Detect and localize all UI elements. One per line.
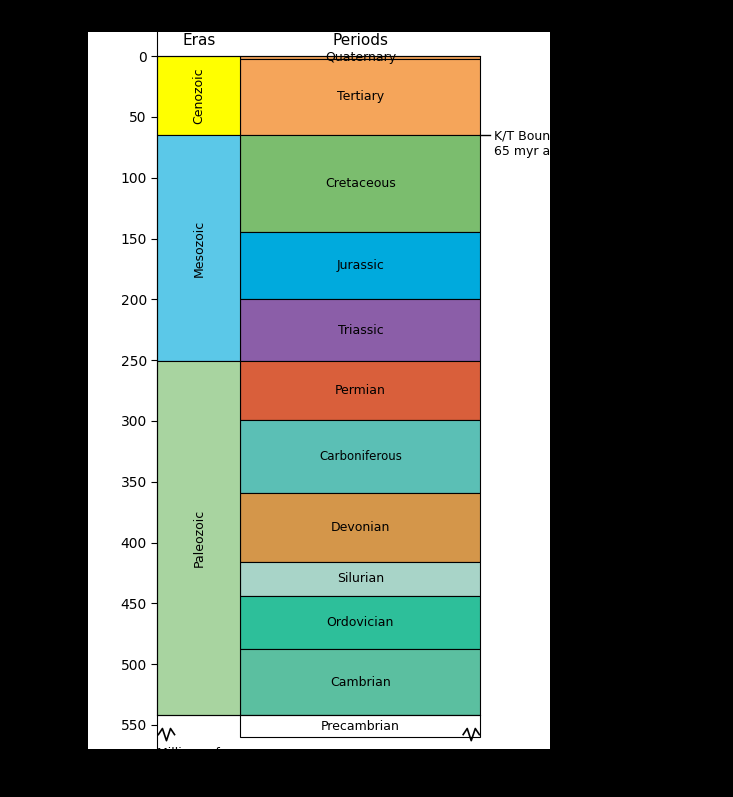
Bar [240,493,481,562]
Text: Cenozoic: Cenozoic [192,68,205,124]
Bar [240,562,481,596]
Text: Paleozoic: Paleozoic [192,509,205,567]
Text: Jurassic: Jurassic [336,259,384,273]
Text: K/T Boundary,
65 myr ago: K/T Boundary, 65 myr ago [494,131,583,159]
Text: Carboniferous: Carboniferous [319,450,402,463]
Text: Ordovician: Ordovician [327,616,394,630]
Bar [240,650,481,715]
Bar [240,420,481,493]
Bar [240,715,481,737]
Text: Millions of years ago: Millions of years ago [157,747,286,760]
Bar [240,300,481,361]
Bar [240,233,481,300]
Text: Silurian: Silurian [337,572,384,586]
Bar [240,361,481,420]
Text: Eras: Eras [182,33,216,48]
Bar [157,57,240,135]
Bar [240,59,481,135]
Text: Triassic: Triassic [337,324,383,337]
Text: Devonian: Devonian [331,520,390,534]
Text: Precambrian: Precambrian [321,720,400,732]
Bar [157,135,240,361]
Bar [240,57,481,59]
Bar [240,596,481,650]
Text: Periods: Periods [333,33,388,48]
Text: Cretaceous: Cretaceous [325,178,396,190]
Bar [157,361,240,715]
Text: Cambrian: Cambrian [330,676,391,689]
Text: Tertiary: Tertiary [337,90,384,104]
Bar [240,135,481,233]
Text: Mesozoic: Mesozoic [192,220,205,277]
Text: Permian: Permian [335,384,386,397]
Text: Quaternary: Quaternary [325,51,396,64]
